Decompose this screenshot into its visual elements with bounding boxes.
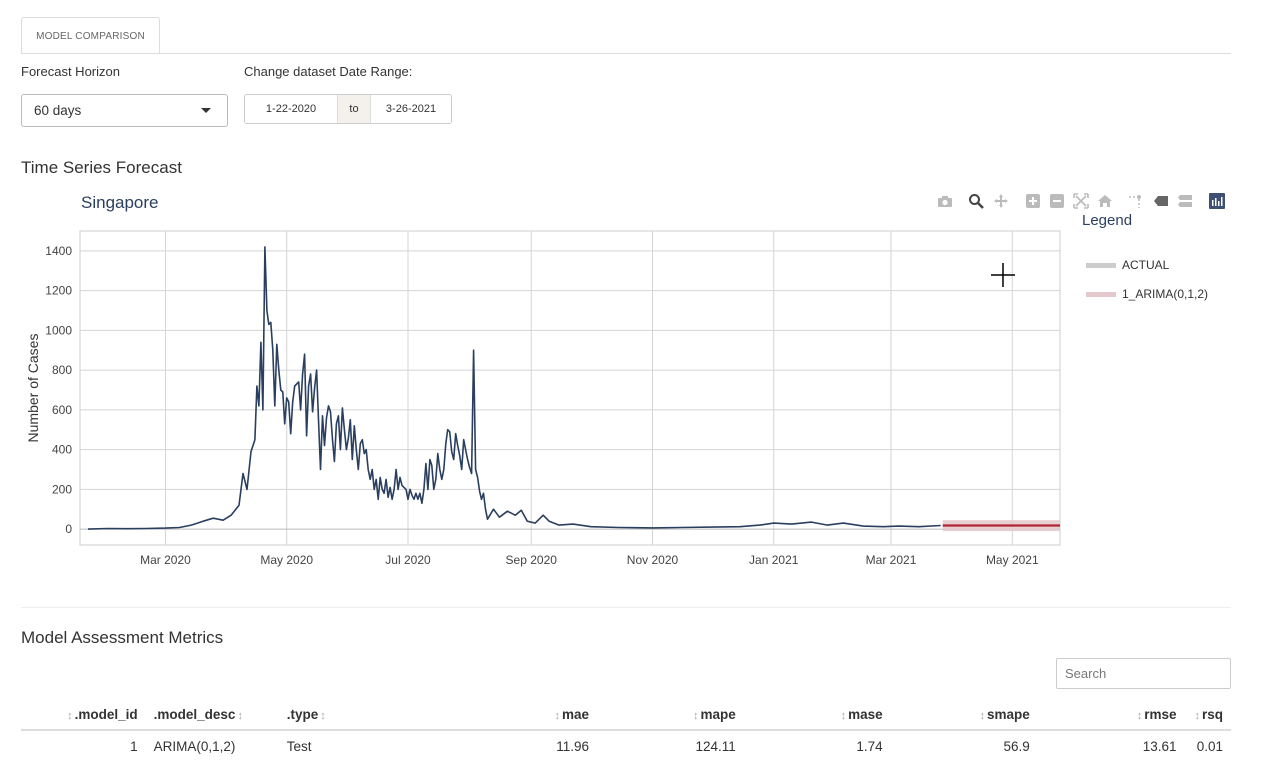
forecast-chart[interactable]: Mar 2020 May 2020 Jul 2020 Sep 2020 Nov 2020…: [0, 0, 1261, 600]
section-title-forecast: Time Series Forecast: [21, 158, 182, 177]
cell-rsq: 0.01: [1196, 738, 1223, 754]
tab-model-comparison[interactable]: MODEL COMPARISON: [21, 17, 160, 54]
plot-area: [79, 230, 1061, 546]
column-header-model-id[interactable]: ↕ .model_id: [21, 700, 146, 731]
x-tick-label: Mar 2020: [140, 553, 191, 567]
y-axis-ticks: 0 200 400 600 800 1000 1200 1400: [45, 244, 72, 536]
y-tick-label: 1400: [45, 244, 72, 258]
chart-series: [87, 246, 1060, 530]
legend-item-actual[interactable]: ACTUAL: [1086, 258, 1169, 272]
cell-model-desc: ARIMA(0,1,2): [153, 738, 236, 754]
y-tick-label: 200: [52, 482, 72, 496]
table-header-row: ↕ .model_id .model_desc ↕ .type ↕ ↕ mae ↕ map…: [21, 700, 1231, 731]
sort-icon: ↕: [67, 710, 73, 722]
x-tick-label: Mar 2021: [866, 553, 917, 567]
sort-icon: ↕: [1194, 710, 1200, 722]
cell-type: Test: [286, 738, 312, 754]
column-header-rsq[interactable]: ↕ rsq: [1184, 700, 1231, 731]
date-end-input[interactable]: 3-26-2021: [385, 103, 437, 115]
reset-axes-icon[interactable]: [1096, 192, 1114, 210]
legend-swatch: [1086, 262, 1116, 268]
chart-grid: [79, 230, 1061, 546]
column-header-model-desc[interactable]: .model_desc ↕: [145, 700, 279, 731]
x-axis-ticks: Mar 2020 May 2020 Jul 2020 Sep 2020 Nov 2020…: [140, 553, 1039, 567]
x-tick-label: May 2020: [260, 553, 313, 567]
sort-icon: ↕: [979, 710, 985, 722]
chevron-down-icon: [201, 108, 211, 113]
spike-lines-icon[interactable]: [1126, 192, 1144, 210]
sort-icon: ↕: [840, 710, 847, 722]
date-range-picker: 1-22-2020 to 3-26-2021: [244, 94, 452, 124]
hover-compare-icon[interactable]: [1176, 192, 1194, 210]
forecast-horizon-select[interactable]: 60 days: [21, 94, 228, 127]
tab-divider: [21, 53, 1231, 54]
cell-mape: 124.11: [695, 738, 736, 754]
x-tick-label: Jul 2020: [385, 553, 431, 567]
zoom-icon[interactable]: [967, 192, 985, 210]
sort-icon: ↕: [1136, 710, 1143, 722]
cell-smape: 56.9: [1003, 738, 1030, 754]
column-header-mae[interactable]: ↕ mae: [450, 700, 597, 731]
section-divider: [21, 607, 1231, 608]
column-header-rmse[interactable]: ↕ rmse: [1037, 700, 1185, 731]
metrics-table: ↕ .model_id .model_desc ↕ .type ↕ ↕ mae ↕ map…: [21, 700, 1231, 761]
date-range-label: Change dataset Date Range:: [244, 64, 413, 79]
series-line-actual: [87, 246, 941, 530]
zoom-in-icon[interactable]: [1024, 192, 1042, 210]
y-tick-label: 800: [52, 363, 72, 377]
y-tick-label: 0: [65, 522, 72, 536]
crosshair-cursor-icon: [991, 263, 1015, 287]
legend-title: Legend: [1082, 212, 1133, 229]
pan-icon[interactable]: [992, 192, 1010, 210]
plotly-logo-icon[interactable]: [1208, 192, 1226, 210]
column-header-mape[interactable]: ↕ mape: [597, 700, 744, 731]
sort-icon: ↕: [237, 710, 243, 722]
y-tick-label: 1000: [45, 323, 72, 337]
x-tick-label: Nov 2020: [627, 553, 679, 567]
y-tick-label: 400: [52, 443, 72, 457]
autoscale-icon[interactable]: [1072, 192, 1090, 210]
forecast-horizon-label: Forecast Horizon: [21, 64, 120, 79]
column-header-mase[interactable]: ↕ mase: [743, 700, 891, 731]
plot-title: Singapore: [81, 193, 159, 212]
x-tick-label: Sep 2020: [506, 553, 558, 567]
column-header-smape[interactable]: ↕ smape: [890, 700, 1038, 731]
section-title-metrics: Model Assessment Metrics: [21, 628, 224, 647]
date-range-separator: to: [337, 95, 371, 123]
x-tick-label: May 2021: [986, 553, 1039, 567]
sort-icon: ↕: [554, 710, 560, 722]
cell-mase: 1.74: [856, 738, 883, 754]
zoom-out-icon[interactable]: [1048, 192, 1066, 210]
search-input[interactable]: [1056, 658, 1231, 689]
column-header-type[interactable]: .type ↕: [278, 700, 451, 731]
cell-model-id: 1: [130, 738, 138, 754]
x-tick-label: Jan 2021: [749, 553, 799, 567]
camera-icon[interactable]: [936, 192, 954, 210]
table-row[interactable]: 1 ARIMA(0,1,2) Test 11.96 124.11 1.74 56…: [21, 730, 1231, 761]
y-tick-label: 1200: [45, 284, 72, 298]
sort-icon: ↕: [693, 710, 699, 722]
cell-rmse: 13.61: [1142, 738, 1177, 754]
forecast-horizon-value: 60 days: [34, 103, 82, 118]
cell-mae: 11.96: [556, 738, 589, 754]
date-start-input[interactable]: 1-22-2020: [265, 103, 317, 115]
y-axis-label: Number of Cases: [25, 334, 41, 443]
legend-swatch: [1086, 291, 1116, 297]
y-tick-label: 600: [52, 403, 72, 417]
sort-icon: ↕: [320, 710, 326, 722]
legend-item-arima[interactable]: 1_ARIMA(0,1,2): [1086, 287, 1208, 301]
hover-closest-icon[interactable]: [1152, 192, 1170, 210]
